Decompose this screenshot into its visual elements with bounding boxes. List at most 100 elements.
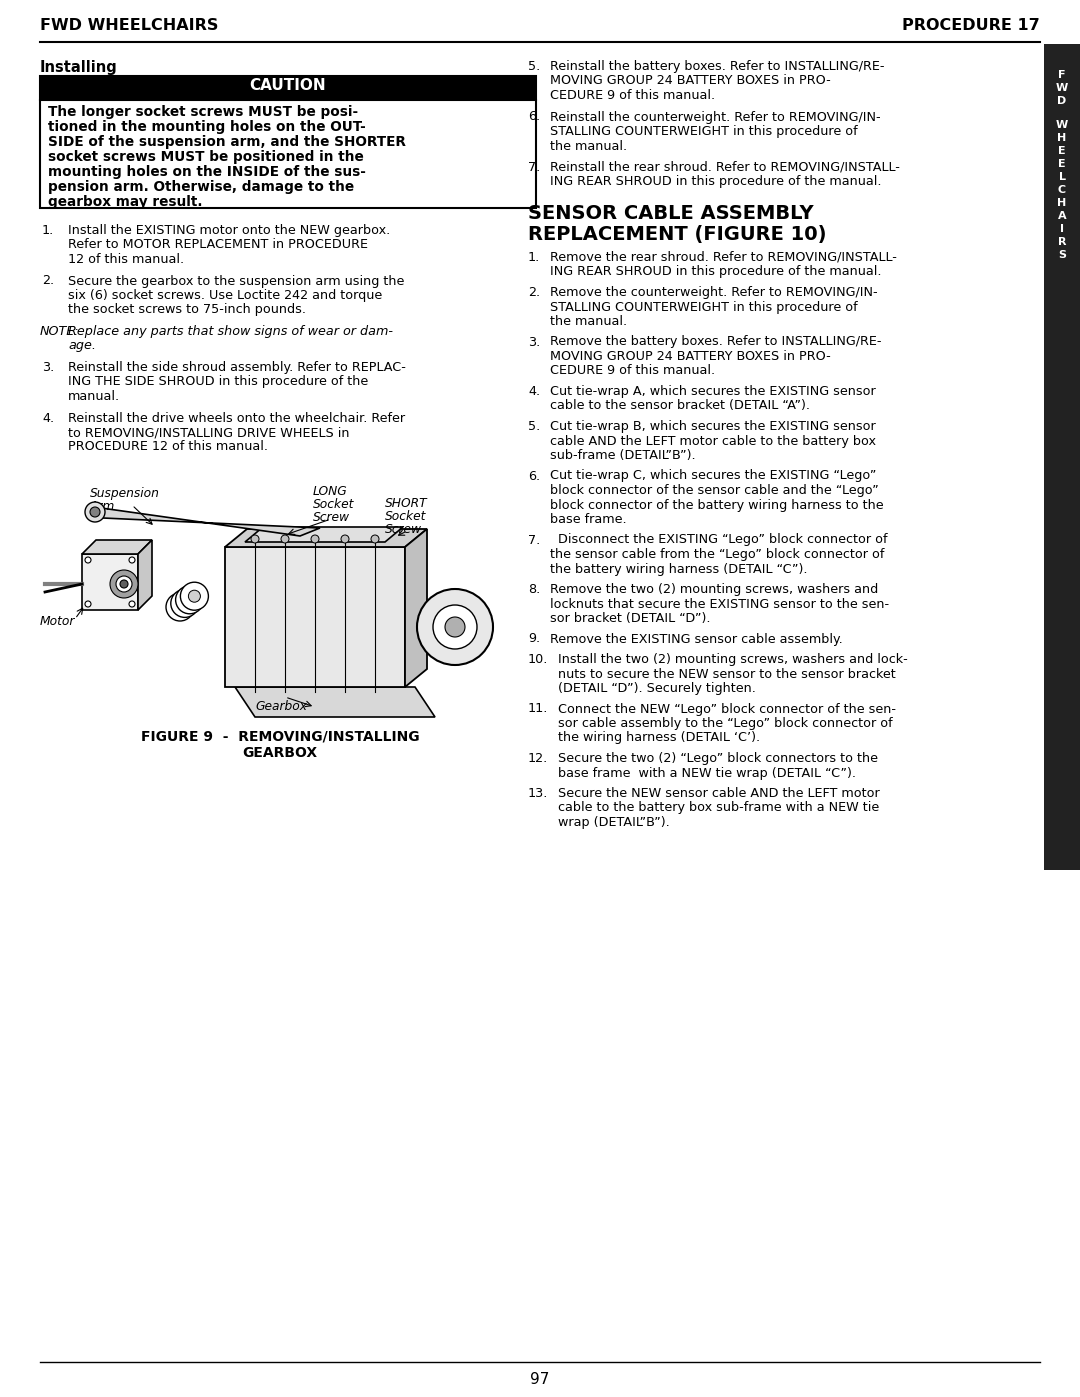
Bar — [40, 75, 536, 101]
Text: Remove the EXISTING sensor cable assembly.: Remove the EXISTING sensor cable assembl… — [550, 633, 842, 645]
Circle shape — [85, 502, 105, 522]
Text: Secure the two (2) “Lego” block connectors to the: Secure the two (2) “Lego” block connecto… — [558, 752, 878, 766]
Text: FWD WHEELCHAIRS: FWD WHEELCHAIRS — [40, 18, 218, 34]
Text: ING THE SIDE SHROUD in this procedure of the: ING THE SIDE SHROUD in this procedure of… — [68, 376, 368, 388]
Circle shape — [179, 598, 191, 609]
Text: block connector of the battery wiring harness to the: block connector of the battery wiring ha… — [550, 499, 883, 511]
Text: 2.: 2. — [42, 274, 54, 288]
Text: Socket: Socket — [384, 510, 427, 522]
Text: Gearbox: Gearbox — [255, 700, 307, 712]
Text: MOVING GROUP 24 BATTERY BOXES in PRO-: MOVING GROUP 24 BATTERY BOXES in PRO- — [550, 351, 831, 363]
Text: socket screws MUST be positioned in the: socket screws MUST be positioned in the — [48, 149, 364, 163]
Text: tioned in the mounting holes on the OUT-: tioned in the mounting holes on the OUT- — [48, 120, 366, 134]
Circle shape — [85, 601, 91, 608]
Text: Screw: Screw — [313, 511, 350, 524]
Text: sub-frame (DETAIL”B”).: sub-frame (DETAIL”B”). — [550, 448, 696, 462]
Text: Installing: Installing — [40, 60, 118, 75]
Text: wrap (DETAIL”B”).: wrap (DETAIL”B”). — [558, 816, 670, 828]
Polygon shape — [405, 529, 427, 687]
Bar — [40, 101, 536, 208]
Circle shape — [184, 594, 195, 606]
Text: Secure the NEW sensor cable AND the LEFT motor: Secure the NEW sensor cable AND the LEFT… — [558, 787, 880, 800]
Text: Cut tie-wrap A, which secures the EXISTING sensor: Cut tie-wrap A, which secures the EXISTI… — [550, 386, 876, 398]
Text: age.: age. — [68, 339, 96, 352]
Text: 8.: 8. — [528, 583, 540, 597]
Text: NOTE:: NOTE: — [40, 326, 80, 338]
Text: cable AND the LEFT motor cable to the battery box: cable AND the LEFT motor cable to the ba… — [550, 434, 876, 447]
Text: SENSOR CABLE ASSEMBLY: SENSOR CABLE ASSEMBLY — [528, 204, 813, 224]
Text: 1.: 1. — [528, 251, 540, 264]
Text: base frame.: base frame. — [550, 513, 626, 527]
Bar — [225, 548, 405, 687]
Text: the manual.: the manual. — [550, 314, 627, 328]
Polygon shape — [82, 541, 152, 555]
Text: locknuts that secure the EXISTING sensor to the sen-: locknuts that secure the EXISTING sensor… — [550, 598, 889, 610]
Text: W: W — [1056, 82, 1068, 94]
Circle shape — [341, 535, 349, 543]
Polygon shape — [235, 687, 435, 717]
Text: SIDE of the suspension arm, and the SHORTER: SIDE of the suspension arm, and the SHOR… — [48, 136, 406, 149]
Text: 1.: 1. — [42, 224, 54, 237]
Text: STALLING COUNTERWEIGHT in this procedure of: STALLING COUNTERWEIGHT in this procedure… — [550, 124, 858, 138]
Polygon shape — [82, 555, 138, 610]
Text: GEARBOX: GEARBOX — [242, 746, 318, 760]
Text: block connector of the sensor cable and the “Lego”: block connector of the sensor cable and … — [550, 483, 879, 497]
Text: Refer to MOTOR REPLACEMENT in PROCEDURE: Refer to MOTOR REPLACEMENT in PROCEDURE — [68, 239, 368, 251]
Text: the battery wiring harness (DETAIL “C”).: the battery wiring harness (DETAIL “C”). — [550, 563, 808, 576]
Text: H: H — [1057, 198, 1067, 208]
Text: mounting holes on the INSIDE of the sus-: mounting holes on the INSIDE of the sus- — [48, 165, 366, 179]
Circle shape — [251, 535, 259, 543]
Text: REPLACEMENT (FIGURE 10): REPLACEMENT (FIGURE 10) — [528, 225, 826, 244]
Polygon shape — [245, 527, 403, 542]
Text: 5.: 5. — [528, 60, 540, 73]
Circle shape — [110, 570, 138, 598]
Circle shape — [445, 617, 465, 637]
Text: sor cable assembly to the “Lego” block connector of: sor cable assembly to the “Lego” block c… — [558, 717, 893, 731]
Text: the manual.: the manual. — [550, 140, 627, 152]
Circle shape — [188, 590, 201, 602]
Text: Remove the two (2) mounting screws, washers and: Remove the two (2) mounting screws, wash… — [550, 583, 878, 597]
Circle shape — [171, 590, 199, 617]
Text: Reinstall the battery boxes. Refer to INSTALLING/RE-: Reinstall the battery boxes. Refer to IN… — [550, 60, 885, 73]
Text: 2.: 2. — [528, 286, 540, 299]
Text: Cut tie-wrap B, which secures the EXISTING sensor: Cut tie-wrap B, which secures the EXISTI… — [550, 420, 876, 433]
Text: Motor: Motor — [40, 615, 76, 629]
Text: CEDURE 9 of this manual.: CEDURE 9 of this manual. — [550, 365, 715, 377]
Text: Secure the gearbox to the suspension arm using the: Secure the gearbox to the suspension arm… — [68, 274, 404, 288]
Text: H: H — [1057, 133, 1067, 142]
Text: CEDURE 9 of this manual.: CEDURE 9 of this manual. — [550, 89, 715, 102]
Text: 12.: 12. — [528, 752, 549, 766]
Text: Install the two (2) mounting screws, washers and lock-: Install the two (2) mounting screws, was… — [558, 652, 908, 666]
Circle shape — [174, 601, 186, 613]
Text: S: S — [1058, 250, 1066, 260]
Text: W: W — [1056, 120, 1068, 130]
Text: sor bracket (DETAIL “D”).: sor bracket (DETAIL “D”). — [550, 612, 711, 624]
Text: 3.: 3. — [42, 360, 54, 374]
Text: ING REAR SHROUD in this procedure of the manual.: ING REAR SHROUD in this procedure of the… — [550, 176, 881, 189]
Text: R: R — [1057, 237, 1066, 247]
Text: E: E — [1058, 147, 1066, 156]
Text: CAUTION: CAUTION — [249, 78, 326, 94]
Text: (DETAIL “D”). Securely tighten.: (DETAIL “D”). Securely tighten. — [558, 682, 756, 694]
Circle shape — [433, 605, 477, 650]
Text: 4.: 4. — [528, 386, 540, 398]
Text: The longer socket screws MUST be posi-: The longer socket screws MUST be posi- — [48, 105, 359, 119]
Circle shape — [417, 590, 492, 665]
Polygon shape — [87, 506, 320, 536]
Text: Remove the rear shroud. Refer to REMOVING/INSTALL-: Remove the rear shroud. Refer to REMOVIN… — [550, 251, 896, 264]
Text: cable to the sensor bracket (DETAIL “A”).: cable to the sensor bracket (DETAIL “A”)… — [550, 400, 810, 412]
Text: SHORT: SHORT — [384, 497, 428, 510]
Text: F: F — [1058, 70, 1066, 80]
Circle shape — [281, 535, 289, 543]
Bar — [1044, 43, 1080, 870]
Text: manual.: manual. — [68, 390, 120, 402]
Text: Screw: Screw — [384, 522, 422, 536]
Text: Remove the battery boxes. Refer to INSTALLING/RE-: Remove the battery boxes. Refer to INSTA… — [550, 335, 881, 348]
Text: cable to the battery box sub-frame with a NEW tie: cable to the battery box sub-frame with … — [558, 802, 879, 814]
Text: Suspension: Suspension — [90, 488, 160, 500]
Text: L: L — [1058, 172, 1066, 182]
Text: Replace any parts that show signs of wear or dam-: Replace any parts that show signs of wea… — [68, 326, 393, 338]
Text: the wiring harness (DETAIL ‘C’).: the wiring harness (DETAIL ‘C’). — [558, 732, 760, 745]
Text: Arm: Arm — [90, 500, 116, 513]
Text: C: C — [1058, 184, 1066, 196]
